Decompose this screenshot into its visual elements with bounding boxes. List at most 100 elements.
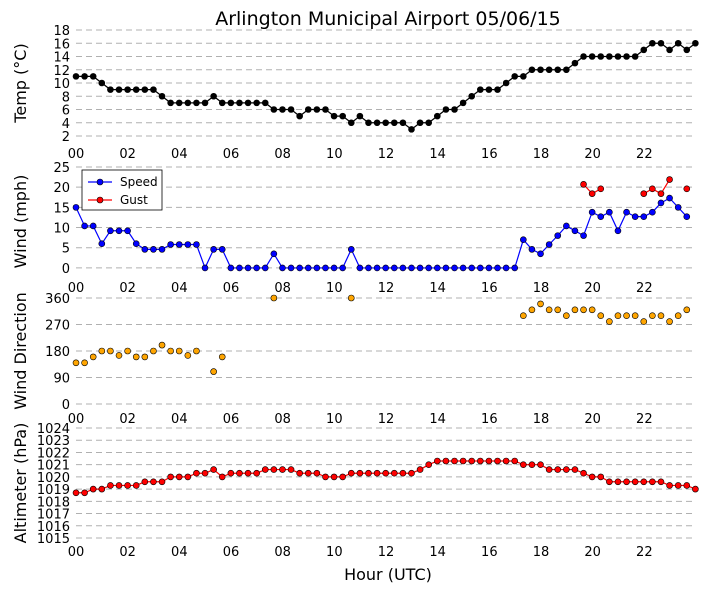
data-point-direction (571, 306, 579, 314)
data-point-altimeter (451, 457, 458, 465)
data-point-temp (132, 86, 140, 93)
data-point-speed (296, 264, 303, 272)
data-point-direction (89, 353, 97, 361)
data-point-speed (434, 264, 441, 272)
data-point-altimeter (640, 478, 648, 486)
y-axis-label-wind: Wind (mph) (11, 175, 30, 269)
x-tick-label-wdir: 00 (68, 412, 85, 427)
x-tick-label-wdir: 08 (274, 412, 291, 427)
data-point-direction (649, 312, 656, 319)
data-point-speed (623, 208, 630, 216)
data-point-direction (193, 347, 200, 355)
data-point-speed (468, 264, 476, 272)
data-point-speed (451, 264, 458, 272)
data-point-speed (382, 264, 389, 272)
x-tick-label-temp: 06 (223, 147, 240, 162)
data-point-temp (253, 99, 260, 107)
data-point-temp (588, 53, 596, 60)
data-point-altimeter (115, 482, 123, 489)
y-tick-label-temp: 16 (53, 37, 70, 52)
x-tick-label-alt: 18 (533, 545, 550, 560)
data-point-direction (218, 353, 226, 361)
series-temp (72, 39, 699, 133)
data-point-speed (175, 241, 183, 248)
data-point-altimeter (124, 482, 131, 489)
data-point-temp (201, 99, 209, 107)
data-point-speed (494, 264, 501, 272)
data-point-direction (520, 312, 527, 319)
data-point-altimeter (425, 461, 433, 468)
data-point-temp (408, 126, 415, 133)
legend: Speed Gust (81, 169, 163, 211)
x-tick-label-alt: 04 (171, 545, 188, 560)
data-point-speed (107, 227, 114, 235)
x-tick-label-alt: 20 (584, 545, 601, 560)
x-tick-label-alt: 10 (326, 545, 343, 560)
y-tick-label-wind: 20 (53, 181, 70, 196)
data-point-direction (563, 312, 570, 319)
data-point-altimeter (244, 469, 252, 477)
x-tick-label-wind: 14 (429, 281, 446, 296)
data-point-direction (115, 352, 123, 359)
data-point-direction (674, 312, 682, 319)
data-point-speed (261, 264, 269, 272)
data-point-speed (399, 264, 407, 272)
data-point-temp (115, 86, 123, 93)
data-point-temp (657, 39, 665, 47)
x-tick-label-temp: 02 (119, 147, 136, 162)
legend-marker-gust (96, 196, 104, 204)
data-point-speed (287, 264, 295, 272)
data-point-temp (184, 99, 192, 107)
x-tick-label-temp: 00 (68, 147, 85, 162)
x-tick-label-wdir: 10 (326, 412, 343, 427)
legend-label-speed: Speed (120, 175, 158, 189)
data-point-speed (89, 222, 97, 230)
data-point-speed (459, 264, 467, 272)
data-point-direction (210, 368, 217, 375)
data-point-altimeter (339, 473, 346, 481)
data-point-temp (98, 79, 106, 87)
data-point-speed (72, 204, 80, 211)
data-point-altimeter (606, 478, 613, 486)
x-tick-label-wdir: 12 (378, 412, 395, 427)
data-point-direction (150, 347, 157, 355)
data-point-altimeter (313, 469, 321, 477)
x-tick-label-wdir: 02 (119, 412, 136, 427)
panel-wdir: 0 90 180 270 360 00 02 04 06 08 10 12 14 16 18 20 22 Wind… (11, 292, 696, 427)
data-point-temp (416, 119, 424, 127)
data-point-altimeter (554, 466, 562, 473)
data-point-altimeter (81, 489, 88, 497)
data-point-temp (81, 73, 88, 80)
data-point-gust (666, 176, 673, 183)
y-tick-label-alt: 1016 (37, 520, 70, 535)
data-point-altimeter (657, 478, 665, 486)
data-point-altimeter (511, 457, 519, 465)
data-point-temp (459, 99, 467, 107)
data-point-speed (313, 264, 321, 272)
data-point-temp (158, 92, 166, 100)
data-point-temp (451, 106, 458, 113)
data-point-temp (390, 119, 398, 127)
data-point-temp (227, 99, 235, 107)
data-point-speed (373, 264, 381, 272)
data-point-speed (244, 264, 252, 272)
data-point-altimeter (167, 473, 174, 481)
y-tick-label-temp: 2 (62, 130, 70, 145)
data-point-altimeter (408, 469, 415, 477)
y-tick-label-temp: 10 (53, 77, 70, 92)
data-point-speed (227, 264, 235, 272)
data-point-temp (72, 73, 80, 80)
x-tick-label-wind: 04 (171, 281, 188, 296)
y-tick-label-wdir: 270 (45, 319, 70, 334)
data-point-speed (339, 264, 346, 272)
data-point-gust (588, 190, 596, 197)
x-tick-label-temp: 18 (533, 147, 550, 162)
data-point-temp (141, 86, 149, 93)
data-point-temp (150, 86, 157, 93)
legend-marker-speed (96, 178, 104, 186)
data-point-temp (502, 79, 510, 87)
x-tick-label-wdir: 22 (636, 412, 653, 427)
data-point-temp (373, 119, 381, 127)
x-tick-label-wind: 20 (584, 281, 601, 296)
